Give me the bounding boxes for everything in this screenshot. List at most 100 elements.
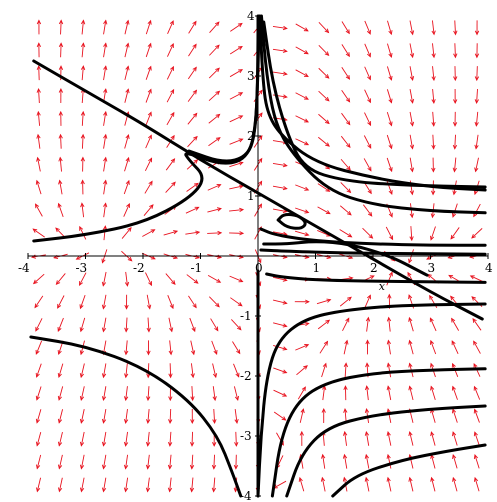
field-arrow [146, 340, 151, 356]
field-arrow [430, 385, 436, 400]
field-arrow [386, 271, 393, 286]
field-arrow [474, 157, 479, 173]
field-arrow [168, 408, 173, 425]
field-arrow [208, 113, 221, 124]
field-arrow [79, 272, 87, 286]
trajectory-curve [265, 272, 487, 284]
field-arrow [229, 138, 244, 145]
field-arrow [339, 229, 353, 238]
x-tick-label: 3 [428, 261, 436, 275]
trajectory-curve [32, 14, 260, 243]
field-arrow [208, 90, 221, 102]
field-arrow [80, 156, 85, 172]
field-arrow [408, 431, 414, 446]
field-arrow [322, 385, 327, 401]
field-arrow [229, 231, 245, 236]
field-arrow [36, 65, 41, 81]
field-arrow [80, 19, 86, 35]
field-arrow [340, 182, 352, 194]
field-arrow [211, 454, 217, 470]
field-arrow [165, 273, 176, 285]
field-arrow [101, 294, 107, 310]
field-arrow [124, 19, 130, 35]
field-arrow [167, 454, 173, 470]
field-arrow [408, 316, 414, 332]
field-arrow [124, 340, 129, 356]
y-tick-label: -1 [240, 309, 252, 323]
field-arrow [124, 156, 130, 172]
field-arrow [341, 21, 350, 35]
field-arrow [364, 453, 370, 469]
field-arrow [58, 110, 63, 126]
field-arrow [339, 296, 352, 307]
field-arrow [364, 476, 370, 492]
field-arrow [272, 48, 288, 53]
field-arrow [233, 386, 240, 401]
field-arrow [57, 477, 63, 493]
field-arrow [431, 134, 436, 150]
field-arrow [451, 317, 460, 331]
field-arrow [229, 92, 244, 100]
field-arrow [229, 184, 244, 190]
field-arrow [318, 136, 330, 147]
vector-field [31, 19, 485, 493]
field-arrow [168, 317, 174, 333]
field-arrow [124, 88, 130, 103]
field-arrow [189, 317, 196, 333]
field-arrow [431, 20, 436, 36]
field-arrow [409, 43, 415, 59]
field-arrow [165, 158, 176, 171]
field-arrow [58, 133, 63, 149]
field-arrow [145, 111, 152, 126]
field-arrow [273, 411, 287, 421]
field-arrow [229, 275, 244, 283]
field-arrow [167, 477, 173, 493]
x-tick-label: -4 [18, 261, 30, 275]
field-arrow [299, 430, 304, 446]
trajectory-curve [262, 240, 429, 277]
field-arrow [453, 88, 458, 105]
field-arrow [34, 295, 44, 309]
field-arrow [35, 386, 42, 401]
field-arrow [207, 184, 222, 191]
field-arrow [408, 476, 414, 492]
field-arrow [101, 431, 107, 447]
field-arrow [146, 363, 151, 379]
field-arrow [452, 157, 457, 173]
field-arrow [299, 408, 305, 423]
field-arrow [409, 226, 414, 242]
field-arrow [453, 20, 458, 36]
field-arrow [229, 69, 244, 78]
field-arrow [295, 344, 310, 351]
x-tick-label: 0 [255, 261, 263, 275]
field-arrow [386, 362, 392, 378]
field-arrow [189, 454, 195, 470]
field-arrow [272, 299, 288, 305]
field-arrow [231, 319, 242, 331]
field-arrow [103, 42, 108, 58]
field-arrow [145, 65, 152, 80]
x-tick-label: 1 [313, 261, 321, 275]
field-arrow [79, 386, 85, 401]
field-arrow [343, 385, 348, 401]
field-arrow [273, 344, 288, 351]
field-arrow [36, 110, 41, 126]
field-arrow [295, 46, 309, 55]
x-tick-label: 4 [485, 261, 493, 275]
field-arrow [145, 431, 151, 447]
field-arrow [36, 477, 42, 493]
field-arrow [145, 272, 152, 287]
field-arrow [190, 386, 195, 402]
field-arrow [318, 22, 330, 34]
field-arrow [101, 454, 107, 470]
field-arrow [387, 43, 393, 58]
field-arrow [186, 182, 199, 192]
field-arrow [318, 90, 330, 102]
field-arrow [430, 226, 436, 241]
field-arrow [295, 138, 310, 146]
field-arrow [452, 453, 458, 469]
field-arrow [80, 202, 85, 218]
field-arrow [166, 111, 175, 126]
field-arrow [320, 476, 326, 492]
